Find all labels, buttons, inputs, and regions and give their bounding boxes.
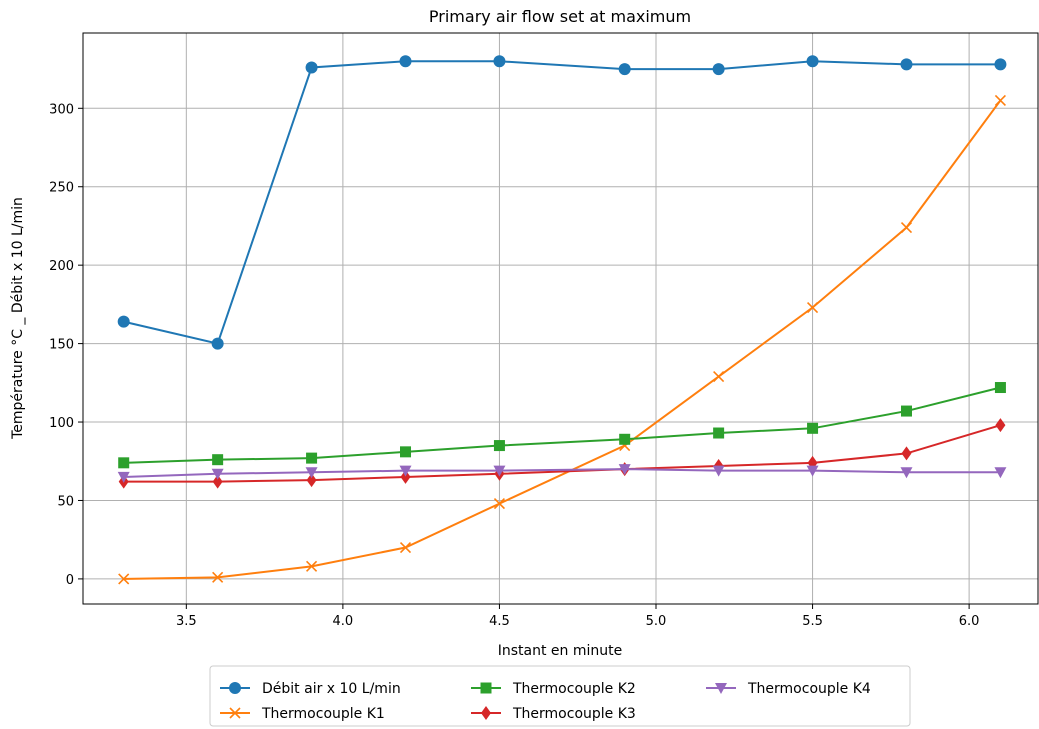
data-point	[994, 467, 1007, 479]
data-point	[901, 446, 912, 461]
y-tick-label: 250	[49, 181, 74, 196]
data-point	[712, 63, 725, 76]
data-point	[400, 446, 412, 458]
data-point	[399, 465, 412, 477]
data-point	[211, 468, 224, 480]
series-1	[118, 94, 1006, 585]
series-line	[123, 468, 1001, 478]
legend-marker	[229, 707, 241, 719]
data-point	[900, 221, 913, 234]
series-layer	[117, 55, 1007, 585]
data-point	[900, 405, 912, 417]
y-tick-label: 50	[57, 494, 74, 509]
y-tick-label: 200	[49, 259, 74, 274]
legend-label: Thermocouple K1	[261, 706, 385, 722]
x-tick-label: 3.5	[176, 614, 197, 629]
series-2	[118, 382, 1006, 469]
y-tick-label: 0	[66, 573, 74, 588]
data-point	[493, 498, 506, 510]
y-axis: 0 50 100 150 200 250 300	[49, 102, 83, 588]
data-point	[900, 467, 913, 479]
data-point	[306, 452, 318, 464]
data-point	[900, 58, 913, 71]
legend-item: Thermocouple K1	[220, 706, 385, 722]
data-point	[619, 433, 631, 445]
data-point	[117, 471, 130, 483]
series-line	[123, 60, 1001, 345]
legend-label: Thermocouple K3	[512, 706, 636, 722]
data-point	[618, 63, 631, 76]
data-point	[713, 427, 725, 439]
legend-marker	[229, 682, 241, 694]
legend-marker	[715, 683, 727, 694]
legend-label: Thermocouple K4	[747, 681, 871, 697]
data-point	[712, 465, 725, 477]
y-tick-label: 150	[49, 338, 74, 353]
legend-item: Débit air x 10 L/min	[220, 681, 401, 697]
data-point	[806, 301, 819, 314]
data-point	[994, 94, 1006, 107]
data-point	[806, 465, 819, 477]
y-tick-label: 300	[49, 102, 74, 117]
data-point	[493, 465, 506, 477]
data-point	[306, 560, 318, 572]
data-point	[713, 370, 725, 383]
legend: Débit air x 10 L/min Thermocouple K1 Therm…	[209, 665, 911, 727]
x-axis-label: Instant en minute	[498, 643, 623, 659]
legend-label: Débit air x 10 L/min	[262, 681, 401, 697]
data-point	[212, 474, 223, 489]
legend-item: Thermocouple K4	[706, 681, 871, 697]
legend-marker	[481, 706, 491, 720]
data-point	[618, 464, 631, 476]
data-point	[211, 337, 224, 350]
data-point	[399, 55, 412, 68]
series-line	[123, 99, 1002, 580]
data-point	[117, 315, 130, 328]
x-tick-label: 5.0	[646, 614, 667, 629]
series-0	[117, 55, 1007, 350]
data-point	[994, 58, 1007, 71]
data-point	[807, 422, 819, 434]
data-point	[806, 55, 819, 68]
series-line	[123, 386, 1001, 464]
data-point	[400, 469, 411, 484]
chart-title: Primary air flow set at maximum	[429, 7, 691, 26]
y-axis-label: Température °C _ Débit x 10 L/min	[10, 197, 26, 440]
legend-item: Thermocouple K3	[471, 706, 636, 722]
data-point	[118, 457, 130, 469]
x-tick-label: 5.5	[802, 614, 823, 629]
grid	[83, 33, 1038, 604]
x-tick-label: 4.5	[489, 614, 510, 629]
legend-box	[209, 665, 911, 727]
series-4	[117, 464, 1007, 483]
data-point	[305, 61, 318, 74]
data-point	[493, 55, 506, 68]
x-tick-label: 6.0	[959, 614, 980, 629]
data-point	[306, 473, 317, 488]
data-point	[212, 571, 224, 583]
legend-item: Thermocouple K2	[471, 681, 636, 697]
legend-label: Thermocouple K2	[512, 681, 636, 697]
series-line	[123, 424, 1001, 483]
data-point	[399, 541, 412, 554]
y-tick-label: 100	[49, 416, 74, 431]
data-point	[995, 418, 1006, 433]
data-point	[305, 467, 318, 479]
data-point	[994, 382, 1006, 394]
x-tick-label: 4.0	[333, 614, 354, 629]
data-point	[493, 440, 505, 452]
data-point	[212, 454, 224, 466]
x-axis: 3.5 4.0 4.5 5.0 5.5 6.0	[176, 604, 979, 629]
plot-frame	[82, 32, 1039, 605]
data-point	[118, 573, 130, 585]
series-3	[118, 418, 1006, 489]
legend-marker	[480, 682, 492, 694]
